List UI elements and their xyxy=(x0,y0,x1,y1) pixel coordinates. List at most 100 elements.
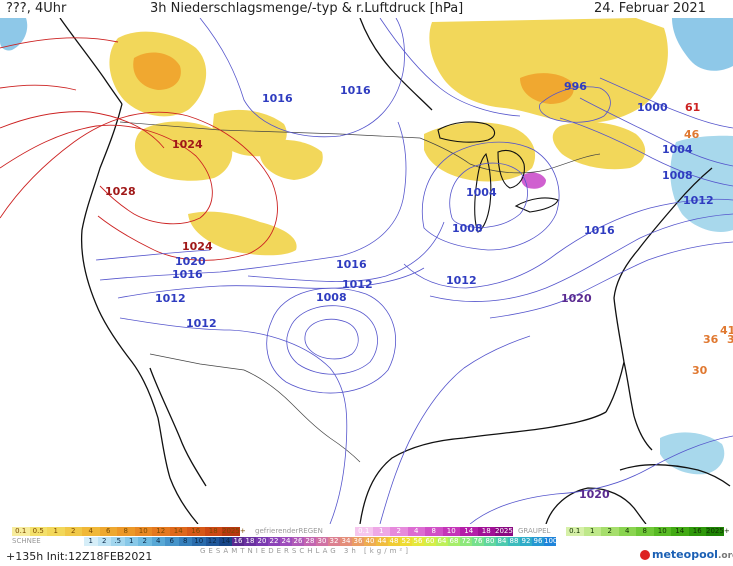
isobar-label: 1012 xyxy=(446,274,477,287)
legend-swatch: 2025+ xyxy=(495,527,519,536)
precip-area-canada xyxy=(429,18,668,124)
high-pressure-isobars xyxy=(0,37,278,261)
legend-swatch: 10 xyxy=(442,527,460,536)
legend-swatch: 10 xyxy=(192,537,206,546)
temperature-label: 61 xyxy=(685,101,700,114)
precip-area-moderate-2 xyxy=(520,73,574,104)
legend-swatch: 16 xyxy=(688,527,706,536)
legend-swatch: 52 xyxy=(400,537,412,546)
legend-swatch: 16 xyxy=(232,537,244,546)
legend-swatch: 8 xyxy=(636,527,654,536)
legend-swatch: 80 xyxy=(484,537,496,546)
legend-swatch: 26 xyxy=(292,537,304,546)
isobar-1016-west xyxy=(99,121,407,281)
legend-swatch: 0.5 xyxy=(29,527,47,536)
isobar-label: 1016 xyxy=(172,268,203,281)
legend-swatch: 1 xyxy=(47,527,65,536)
temperature-label: 30 xyxy=(692,364,708,377)
legend-swatch: 20 xyxy=(256,537,268,546)
lake-michigan xyxy=(474,152,492,233)
legend-swatch: 14 xyxy=(169,527,187,536)
precipitation-pressure-map: 1016 1016 996 1000 1004 1008 1024 1028 1… xyxy=(0,18,733,524)
legend-swatch: 1 xyxy=(583,527,601,536)
legend-swatch: 64 xyxy=(436,537,448,546)
legend-swatch: 18 xyxy=(477,527,495,536)
graupel-label: GRAUPEL xyxy=(518,527,551,535)
isobar-label: 1020 xyxy=(579,488,610,501)
east-coast xyxy=(613,167,713,363)
legend-swatch: 96 xyxy=(532,537,544,546)
legend-swatch: 0.1 xyxy=(12,527,30,536)
freezing-rain-scale: 0.1 1 2 4 8 10 14 18 2025+ xyxy=(355,527,519,536)
isobar-label: 1024 xyxy=(182,240,213,253)
legend-swatch: 0.1 xyxy=(355,527,373,536)
isobar-label: 1020 xyxy=(175,255,206,268)
temperature-label: 3 xyxy=(727,333,733,346)
isobar-1008-great-lakes xyxy=(421,141,560,251)
valid-date: 24. Februar 2021 xyxy=(594,1,706,16)
isobar-label: 1016 xyxy=(336,258,367,271)
yucatan-coast xyxy=(545,487,647,524)
snow-area-northwest xyxy=(0,18,28,51)
canada-west-coast xyxy=(59,18,123,105)
temperature-label: 46 xyxy=(684,128,700,141)
isobar-label: 1016 xyxy=(262,92,293,105)
isobar-label: 1016 xyxy=(584,224,615,237)
legend-swatch: 18 xyxy=(244,537,256,546)
total-precip-label: GESAMTNIEDERSCHLAG 3h [kg/m²] xyxy=(200,547,411,555)
borders xyxy=(119,121,601,463)
isobar-label: 1008 xyxy=(316,291,347,304)
lake-erie xyxy=(514,197,559,213)
legend-swatch: 2 xyxy=(390,527,408,536)
legend-swatch: 100 xyxy=(544,537,558,546)
legend-swatch: 6 xyxy=(99,527,117,536)
legend-swatch: 14 xyxy=(671,527,689,536)
hudson-bay-coast xyxy=(359,18,433,111)
legend-swatch: 4 xyxy=(618,527,636,536)
legend-swatch: 10 xyxy=(134,527,152,536)
graupel-scale: 0.1 1 2 4 8 10 14 16 2025+ xyxy=(566,527,730,536)
isobar-1012-far-south xyxy=(379,335,531,524)
isobar-label: 1020 xyxy=(561,292,592,305)
rain-scale: 0.1 0.5 1 2 4 6 8 10 12 14 16 18 2025+ xyxy=(12,527,246,536)
isobar-1016-north xyxy=(199,18,405,138)
low-center-ring-2 xyxy=(286,305,378,375)
baja-peninsula xyxy=(149,367,207,487)
isobar-1008-northeast xyxy=(559,117,733,187)
cuba xyxy=(619,464,731,487)
isobar-1028-outer xyxy=(0,111,278,261)
precip-area-freezing-rain xyxy=(521,172,546,189)
run-info: +135h Init:12Z18FEB2021 xyxy=(6,550,153,563)
isobar-1020-gulf xyxy=(469,435,733,524)
legend-swatch: 1 xyxy=(84,537,98,546)
legend-swatch: 72 xyxy=(460,537,472,546)
snow-area-northeast xyxy=(672,18,733,71)
legend-swatch: 2 xyxy=(64,527,82,536)
precip-area-wyoming xyxy=(188,211,297,256)
legend-swatch: 28 xyxy=(304,537,316,546)
legend-swatch: 84 xyxy=(496,537,508,546)
legend-swatch: 6 xyxy=(165,537,179,546)
legend-swatch: 2025+ xyxy=(706,527,730,536)
legend-swatch: 88 xyxy=(508,537,520,546)
legend-swatch: 8 xyxy=(425,527,443,536)
legend-swatch: 68 xyxy=(448,537,460,546)
gulf-of-mexico-coast xyxy=(359,411,607,524)
brand-logo[interactable]: meteopool.org xyxy=(640,548,733,561)
legend-swatch: 14 xyxy=(460,527,478,536)
legend-swatch: 10 xyxy=(653,527,671,536)
isobar-1020-west xyxy=(95,249,211,261)
legend-swatch: 4 xyxy=(407,527,425,536)
isobar-label: 1024 xyxy=(172,138,203,151)
isobar-label: 1004 xyxy=(466,186,497,199)
isobar-label: 1000 xyxy=(637,101,668,114)
isobar-1024-north xyxy=(0,37,119,49)
lake-huron xyxy=(497,149,525,189)
temperature-label: 36 xyxy=(703,333,719,346)
snow-area-caribbean xyxy=(660,432,725,475)
temperature-label: 41 xyxy=(720,324,733,337)
legend-swatch: 24 xyxy=(280,537,292,546)
legend-swatch: 16 xyxy=(187,527,205,536)
legend-swatch: 2 xyxy=(138,537,152,546)
